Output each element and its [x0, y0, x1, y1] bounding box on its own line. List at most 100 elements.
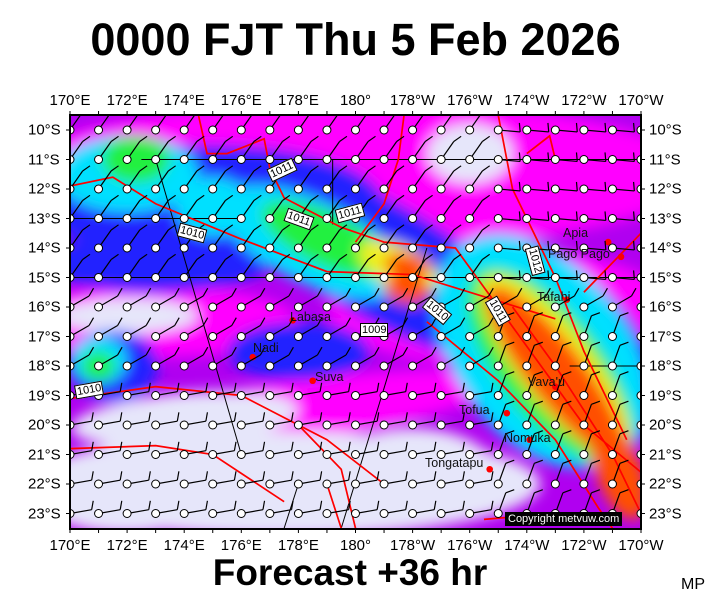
wind-barb-flag — [573, 287, 580, 297]
wind-barb-flag — [205, 441, 209, 451]
lat-tick-label: 11°S — [28, 151, 60, 168]
wind-barb-flag — [547, 240, 550, 250]
wind-barb-flag — [205, 471, 209, 481]
city-dot — [486, 465, 493, 473]
wind-barb-flag — [319, 382, 323, 392]
wind-barb-flag — [233, 412, 237, 422]
station-marker — [550, 155, 560, 164]
wind-barb-flag — [562, 341, 572, 346]
station-marker — [208, 509, 218, 518]
wind-barb-flag — [396, 194, 405, 201]
wind-barb-flag — [174, 287, 180, 297]
wind-barb-staff — [640, 452, 641, 455]
wind-barb-flag — [88, 317, 95, 326]
wind-barb-flag — [110, 253, 119, 260]
wind-barb-flag — [82, 135, 91, 142]
station-marker — [465, 332, 475, 341]
wind-barb-flag — [176, 441, 180, 451]
wind-barb-flag — [518, 122, 521, 132]
station-marker — [179, 243, 189, 253]
lat-tick-label: 11°S — [649, 151, 681, 168]
wind-barb-flag — [604, 152, 607, 162]
wind-barb-flag — [619, 371, 629, 376]
station-marker — [151, 479, 161, 489]
wind-barb-flag — [462, 382, 465, 392]
station-marker — [607, 420, 617, 430]
wind-barb-flag — [547, 181, 550, 191]
wind-barb-flag — [233, 382, 237, 392]
wind-barb-flag — [139, 224, 148, 231]
station-marker — [293, 391, 303, 400]
place-label-tafahi: Tafahi — [537, 290, 571, 304]
wind-barb-flag — [604, 240, 607, 250]
station-marker — [179, 420, 189, 430]
map-title: 0000 FJT Thu 5 Feb 2026 — [90, 14, 621, 65]
wind-barb-flag — [345, 346, 352, 356]
wind-barb-flag — [619, 430, 629, 435]
wind-barb-flag — [205, 500, 209, 510]
station-marker — [94, 125, 104, 135]
wind-barb-flag — [167, 253, 176, 260]
station-marker — [322, 273, 332, 282]
wind-barb-flag — [376, 412, 380, 422]
station-marker — [351, 361, 360, 371]
station-marker — [293, 125, 303, 135]
station-marker — [465, 450, 475, 459]
wind-barb-flag — [453, 194, 462, 201]
rain-blob-blue — [227, 321, 370, 381]
place-label-pago-pago: Pago Pago — [548, 247, 610, 261]
wind-barb-flag — [117, 346, 123, 356]
wind-barb-flag — [619, 400, 629, 405]
wind-barb-flag — [233, 500, 237, 510]
station-marker — [493, 509, 503, 518]
wind-barb-flag — [376, 500, 380, 510]
wind-barb-flag — [91, 471, 94, 481]
station-marker — [236, 479, 246, 489]
wind-barb-flag — [145, 346, 152, 356]
station-marker — [522, 450, 532, 459]
station-marker — [522, 302, 532, 312]
station-marker — [236, 450, 246, 459]
wind-barb-flag — [262, 441, 266, 451]
lon-tick-label: 178°E — [277, 92, 319, 109]
wind-barb-flag — [630, 287, 637, 297]
wind-barb-flag — [253, 224, 262, 231]
station-marker — [493, 125, 503, 135]
lat-tick-label: 12°S — [649, 180, 682, 198]
wind-barb-flag — [167, 194, 176, 201]
station-marker — [265, 361, 275, 371]
station-marker — [151, 125, 161, 135]
station-marker — [579, 214, 589, 223]
station-marker — [151, 184, 161, 194]
station-marker — [94, 450, 104, 459]
wind-barb-flag — [518, 270, 521, 280]
station-marker — [550, 214, 560, 223]
place-label-suva: Suva — [315, 370, 344, 384]
isobar-line — [511, 306, 641, 514]
station-marker — [151, 214, 161, 223]
station-marker — [293, 332, 303, 341]
station-marker — [151, 450, 161, 459]
rain-blob-cyan — [175, 177, 250, 237]
station-marker — [293, 479, 303, 489]
wind-barb-flag — [167, 165, 176, 172]
wind-barb-flag — [259, 317, 266, 326]
wind-barb-flag — [575, 122, 578, 132]
lon-tick-label: 172°W — [561, 537, 607, 554]
city-dot — [503, 409, 511, 417]
lon-tick-label: 170°W — [618, 537, 664, 554]
station-marker — [550, 391, 560, 400]
lat-tick-label: 16°S — [649, 298, 682, 316]
station-marker — [94, 214, 104, 223]
wind-barb-flag — [319, 412, 323, 422]
station-marker — [151, 420, 161, 430]
city-dot — [604, 238, 612, 246]
wind-barb-flag — [376, 471, 380, 481]
wind-barb-flag — [632, 211, 635, 221]
station-marker — [322, 214, 332, 223]
station-marker — [293, 155, 303, 164]
wind-barb-flag — [339, 194, 348, 201]
wind-barb-flag — [505, 371, 515, 376]
wind-barb-flag — [310, 165, 319, 172]
wind-barb-flag — [505, 400, 515, 405]
